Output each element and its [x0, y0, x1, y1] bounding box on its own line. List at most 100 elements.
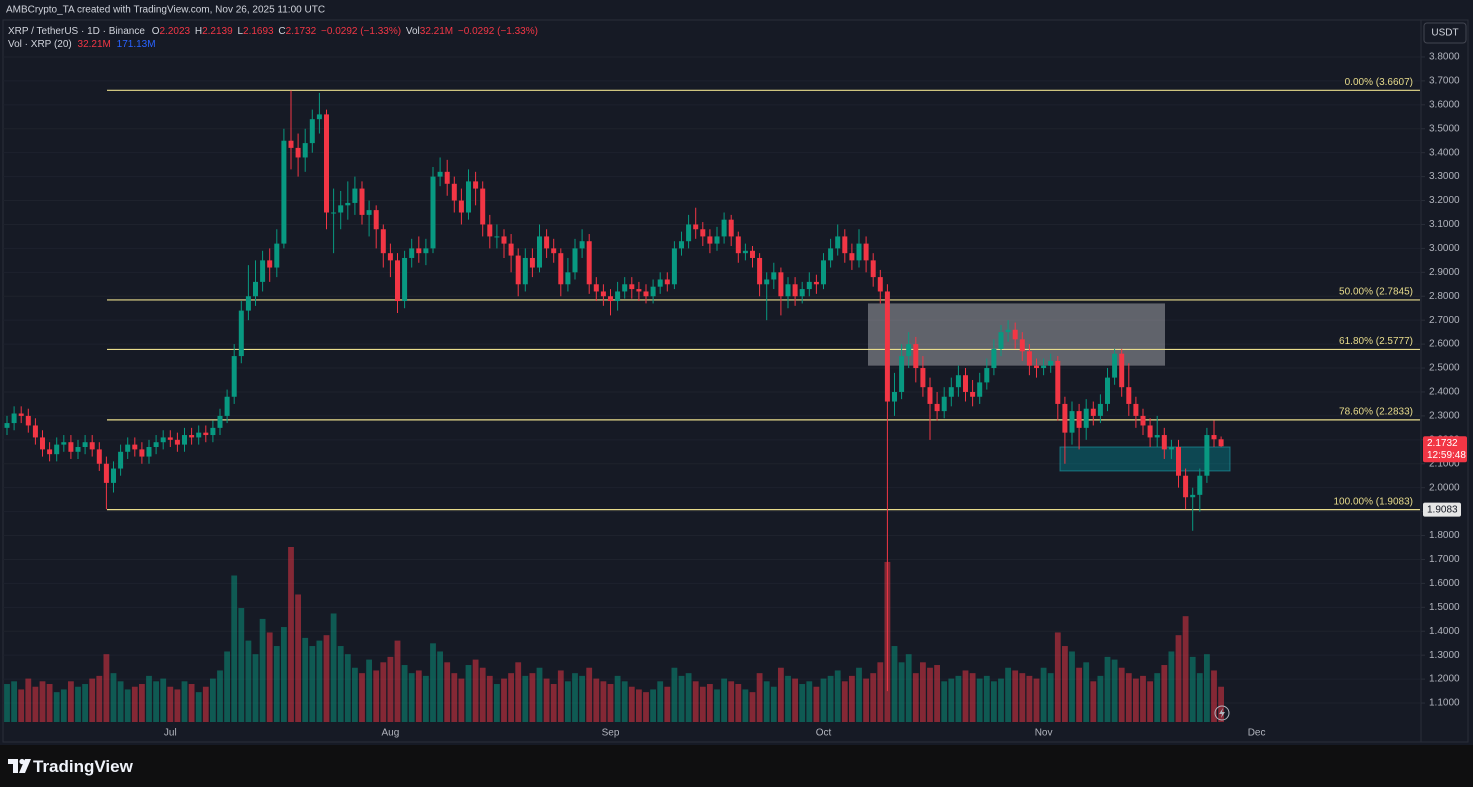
- volume-bar: [1118, 667, 1125, 722]
- volume-bar: [976, 678, 983, 722]
- ohlc-value: 2.1732: [286, 26, 317, 37]
- candle-body: [245, 296, 251, 311]
- candle-body: [806, 281, 812, 290]
- volume-bar: [565, 681, 571, 722]
- footer: TradingView: [0, 745, 1473, 787]
- y-tick-label: 1.6000: [1429, 578, 1460, 589]
- replay-icon[interactable]: [1214, 705, 1230, 721]
- volume-bar: [458, 678, 465, 722]
- candle-body: [586, 241, 592, 285]
- candle-body: [785, 284, 791, 297]
- volume-bar: [131, 686, 138, 722]
- candle-body: [1005, 329, 1011, 333]
- candle-body: [260, 260, 266, 282]
- candle-body: [1154, 435, 1160, 438]
- indicator-line: Vol · XRP (20) 32.21M 171.13M: [8, 39, 156, 50]
- candle-body: [18, 413, 24, 416]
- candle-body: [941, 396, 947, 412]
- volume-bar: [636, 689, 642, 722]
- volume-bar: [934, 665, 940, 722]
- y-tick-label: 2.6000: [1429, 339, 1460, 350]
- candle-body: [231, 356, 237, 397]
- volume-bar: [75, 686, 81, 722]
- volume-bar: [557, 670, 564, 722]
- y-tick-label: 2.1000: [1429, 458, 1460, 469]
- candle-body: [224, 396, 230, 416]
- volume-bar: [224, 651, 230, 722]
- volume-bar: [281, 627, 287, 722]
- volume-bar: [494, 684, 500, 722]
- volume-bar: [53, 692, 60, 722]
- y-tick-label: 3.5000: [1429, 123, 1460, 134]
- candle-body: [423, 248, 429, 254]
- candle-body: [196, 432, 202, 438]
- candle-body: [182, 435, 187, 445]
- candle-body: [1034, 365, 1039, 369]
- candle-body: [899, 356, 905, 392]
- volume-bar: [863, 678, 869, 722]
- volume-bar: [600, 681, 607, 722]
- candle-body: [125, 444, 131, 452]
- volume-bar: [792, 678, 798, 722]
- volume-bar: [991, 681, 997, 722]
- candle-body: [934, 403, 940, 412]
- volume-bar: [103, 654, 110, 722]
- candle-body: [657, 279, 663, 287]
- candle-body: [366, 210, 372, 215]
- y-tick-label: 3.6000: [1429, 99, 1460, 110]
- volume-bar: [153, 681, 159, 722]
- volume-bar: [664, 686, 671, 722]
- volume-bar: [11, 681, 17, 722]
- candle-body: [948, 387, 954, 397]
- volume-bar: [210, 678, 216, 722]
- volume-bar: [820, 678, 827, 722]
- candle-body: [721, 219, 727, 237]
- volume-bar: [146, 675, 152, 722]
- candle-body: [1211, 435, 1217, 440]
- candle-body: [160, 437, 166, 443]
- candle-body: [679, 241, 684, 249]
- candle-body: [473, 181, 479, 189]
- candle-body: [707, 236, 713, 244]
- axis-layer: 1.1000 1.2000 1.3000 1.4000 1.5000 1.6000 1.70…: [164, 52, 1467, 739]
- y-tick-label: 3.4000: [1429, 147, 1460, 158]
- volume-bar: [259, 618, 266, 722]
- candle-body: [991, 348, 997, 369]
- volume-bar: [834, 670, 841, 722]
- candle-body: [884, 291, 890, 402]
- candle-body: [1090, 408, 1096, 416]
- volume-bar: [550, 684, 557, 722]
- volume-bar: [1026, 675, 1033, 722]
- candle-layer: [4, 90, 1224, 692]
- volume-bar: [387, 656, 394, 722]
- candle-body: [835, 236, 841, 249]
- background: [0, 0, 1473, 745]
- volume-bar: [778, 667, 784, 722]
- y-tick-label: 3.7000: [1429, 76, 1460, 87]
- candle-body: [11, 413, 17, 424]
- candle-body: [970, 391, 976, 397]
- candle-body: [458, 200, 464, 213]
- volume-bar: [849, 675, 855, 722]
- volume-bar: [1054, 632, 1061, 722]
- candle-body: [544, 236, 550, 249]
- candle-body: [338, 205, 344, 213]
- volume-bar: [1204, 654, 1210, 722]
- y-tick-label: 1.5000: [1429, 602, 1460, 613]
- candle-body: [324, 114, 329, 213]
- x-tick-label: Oct: [816, 728, 832, 739]
- fib-label: 61.80% (2.5777): [1339, 336, 1413, 347]
- volume-bar: [181, 681, 188, 722]
- volume-bar: [593, 678, 600, 722]
- volume-bar: [522, 675, 529, 722]
- volume-bar: [323, 635, 330, 722]
- candle-body: [764, 279, 770, 285]
- candle-body: [1147, 425, 1153, 438]
- volume-bar: [195, 692, 202, 722]
- candle-body: [664, 279, 670, 285]
- candle-body: [345, 202, 351, 206]
- fib-label: 0.00% (3.6607): [1345, 77, 1413, 88]
- candle-body: [437, 171, 443, 177]
- y-tick-label: 2.7000: [1429, 315, 1460, 326]
- candle-body: [118, 451, 124, 469]
